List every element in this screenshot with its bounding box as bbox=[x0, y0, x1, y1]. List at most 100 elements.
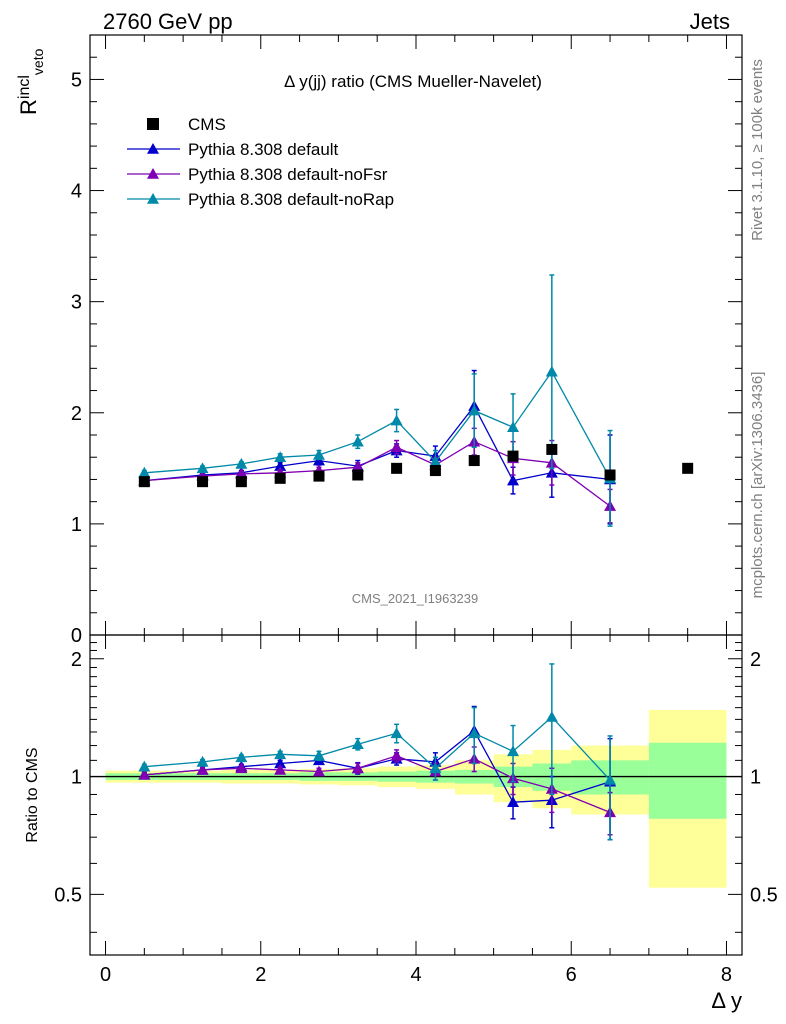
cms-data-point bbox=[468, 455, 480, 467]
pythia-8-308-default-norap-point bbox=[312, 449, 325, 460]
cms-data-point bbox=[507, 450, 519, 462]
ratio-pythia-8-308-default-norap-point bbox=[312, 749, 325, 761]
ratio-pythia-8-308-default-norap-point bbox=[507, 745, 520, 757]
legend-marker-pythia-8-308-default-norap bbox=[147, 193, 159, 204]
ratio-pythia-8-308-default-nofsr-point bbox=[138, 768, 151, 780]
main-y-tick-label: 5 bbox=[71, 69, 82, 91]
ratio-panel-ticks: 0.5 0.5 1 1 2 2 0 2 4 6 8 bbox=[54, 635, 778, 986]
cms-data-point bbox=[429, 465, 441, 477]
cms-data-point bbox=[352, 469, 364, 481]
pythia-8-308-default-nofsr-point bbox=[390, 441, 403, 453]
ratio-pythia-8-308-default-norap-point bbox=[196, 755, 209, 767]
legend: CMS Pythia 8.308 default Pythia 8.308 defa… bbox=[127, 115, 394, 209]
main-y-tick-label: 0 bbox=[71, 625, 82, 647]
pythia-8-308-default-norap-point bbox=[545, 365, 558, 377]
x-tick-label: 6 bbox=[566, 964, 577, 986]
analysis-watermark: CMS_2021_I1963239 bbox=[352, 591, 479, 606]
legend-label-pythia-8-308-default: Pythia 8.308 default bbox=[188, 140, 339, 159]
ratio-pythia-8-308-default-nofsr-point bbox=[274, 763, 287, 775]
ratio-y-tick-label: 0.5 bbox=[54, 884, 82, 906]
main-panel-marks bbox=[138, 274, 694, 527]
ratio-pythia-8-308-default-nofsr-line bbox=[144, 755, 611, 814]
ratio-pythia-8-308-default-norap-point bbox=[468, 727, 481, 739]
uncertainty-band-inner bbox=[648, 742, 727, 819]
mcplots-label: mcplots.cern.ch [arXiv:1306.3436] bbox=[749, 372, 766, 599]
ratio-y-tick-label-right: 0.5 bbox=[750, 884, 778, 906]
ratio-pythia-8-308-default-norap-point bbox=[429, 762, 442, 774]
ratio-pythia-8-308-default-nofsr-point bbox=[351, 762, 364, 774]
ratio-pythia-8-308-default-norap-point bbox=[235, 751, 248, 763]
cms-data-point bbox=[274, 472, 286, 484]
ratio-pythia-8-308-default-point bbox=[274, 757, 287, 769]
ratio-pythia-8-308-default-nofsr-point bbox=[235, 762, 248, 774]
pythia-8-308-default-norap-point bbox=[196, 462, 209, 474]
main-y-tick-label: 2 bbox=[71, 403, 82, 425]
pythia-8-308-default-norap-point bbox=[429, 455, 442, 467]
legend-marker-pythia-8-308-default bbox=[147, 143, 159, 154]
category-label: Jets bbox=[690, 9, 730, 34]
x-tick-label: 2 bbox=[255, 964, 266, 986]
pythia-8-308-default-line bbox=[144, 404, 611, 482]
main-y-axis-label-sup: incl bbox=[16, 75, 33, 99]
main-y-axis-label-sub: veto bbox=[30, 48, 46, 75]
ratio-panel-bands bbox=[90, 709, 742, 888]
cms-data-point bbox=[682, 462, 694, 474]
main-y-tick-label: 3 bbox=[71, 292, 82, 314]
ratio-pythia-8-308-default-norap-point bbox=[390, 727, 403, 739]
main-y-tick-label: 1 bbox=[71, 514, 82, 536]
ratio-pythia-8-308-default-norap-point bbox=[545, 710, 558, 722]
main-y-axis-label-main: R bbox=[16, 99, 41, 115]
ratio-y-tick-label-right: 1 bbox=[750, 767, 761, 789]
pythia-8-308-default-nofsr-point bbox=[351, 461, 364, 473]
pythia-8-308-default-nofsr-point bbox=[235, 467, 248, 479]
ratio-pythia-8-308-default-nofsr-point bbox=[390, 749, 403, 761]
ratio-y-tick-label-right: 2 bbox=[750, 649, 761, 671]
ratio-pythia-8-308-default-norap-point bbox=[138, 760, 151, 772]
x-tick-label: 4 bbox=[410, 964, 421, 986]
cms-data-point bbox=[391, 462, 403, 474]
cms-data-point bbox=[197, 476, 209, 488]
cms-data-point bbox=[313, 470, 325, 482]
svg-text:Rinclveto: Rinclveto bbox=[16, 48, 46, 115]
ratio-panel-marks bbox=[138, 663, 617, 841]
legend-label-pythia-8-308-default-norap: Pythia 8.308 default-noRap bbox=[188, 190, 394, 209]
ratio-pythia-8-308-default-norap-point bbox=[604, 773, 617, 785]
cms-data-point bbox=[546, 443, 558, 455]
energy-label: 2760 GeV pp bbox=[103, 9, 233, 34]
pythia-8-308-default-norap-point bbox=[390, 414, 403, 426]
ratio-y-tick-label: 1 bbox=[71, 767, 82, 789]
ratio-pythia-8-308-default-norap-line bbox=[144, 716, 611, 781]
legend-marker-cms bbox=[147, 118, 159, 130]
x-tick-label: 0 bbox=[100, 964, 111, 986]
ratio-pythia-8-308-default-nofsr-point bbox=[312, 765, 325, 777]
legend-marker-pythia-8-308-default-nofsr bbox=[147, 168, 159, 179]
main-y-tick-label: 4 bbox=[71, 181, 82, 203]
ratio-pythia-8-308-default-line bbox=[144, 729, 611, 803]
ratio-pythia-8-308-default-norap-point bbox=[351, 738, 364, 749]
pythia-8-308-default-point bbox=[274, 460, 287, 471]
cms-data-point bbox=[235, 476, 247, 488]
ratio-y-tick-label: 2 bbox=[71, 649, 82, 671]
cms-data-point bbox=[138, 476, 150, 488]
pythia-8-308-default-point bbox=[507, 474, 520, 486]
ratio-pythia-8-308-default-norap-point bbox=[274, 748, 287, 760]
legend-label-pythia-8-308-default-nofsr: Pythia 8.308 default-noFsr bbox=[188, 165, 388, 184]
pythia-8-308-default-nofsr-line bbox=[144, 440, 611, 507]
x-tick-label: 8 bbox=[721, 964, 732, 986]
pythia-8-308-default-norap-point bbox=[507, 421, 520, 433]
pythia-8-308-default-norap-point bbox=[468, 404, 481, 416]
pythia-8-308-default-norap-point bbox=[274, 451, 287, 463]
ratio-y-axis-label: Ratio to CMS bbox=[24, 747, 41, 842]
pythia-8-308-default-norap-line bbox=[144, 370, 611, 479]
main-panel-ticks: 0 1 2 3 4 5 bbox=[71, 34, 742, 647]
main-y-axis-label: Rinclveto bbox=[16, 48, 46, 115]
cms-data-point bbox=[604, 469, 616, 481]
legend-label-cms: CMS bbox=[188, 115, 226, 134]
plot-title: Δ y(jj) ratio (CMS Mueller-Navelet) bbox=[284, 72, 542, 91]
pythia-8-308-default-norap-point bbox=[351, 435, 364, 447]
x-axis-label: Δ y bbox=[711, 988, 742, 1013]
ratio-pythia-8-308-default-point bbox=[507, 796, 520, 808]
pythia-8-308-default-norap-point bbox=[138, 466, 151, 478]
pythia-8-308-default-norap-point bbox=[235, 457, 248, 469]
